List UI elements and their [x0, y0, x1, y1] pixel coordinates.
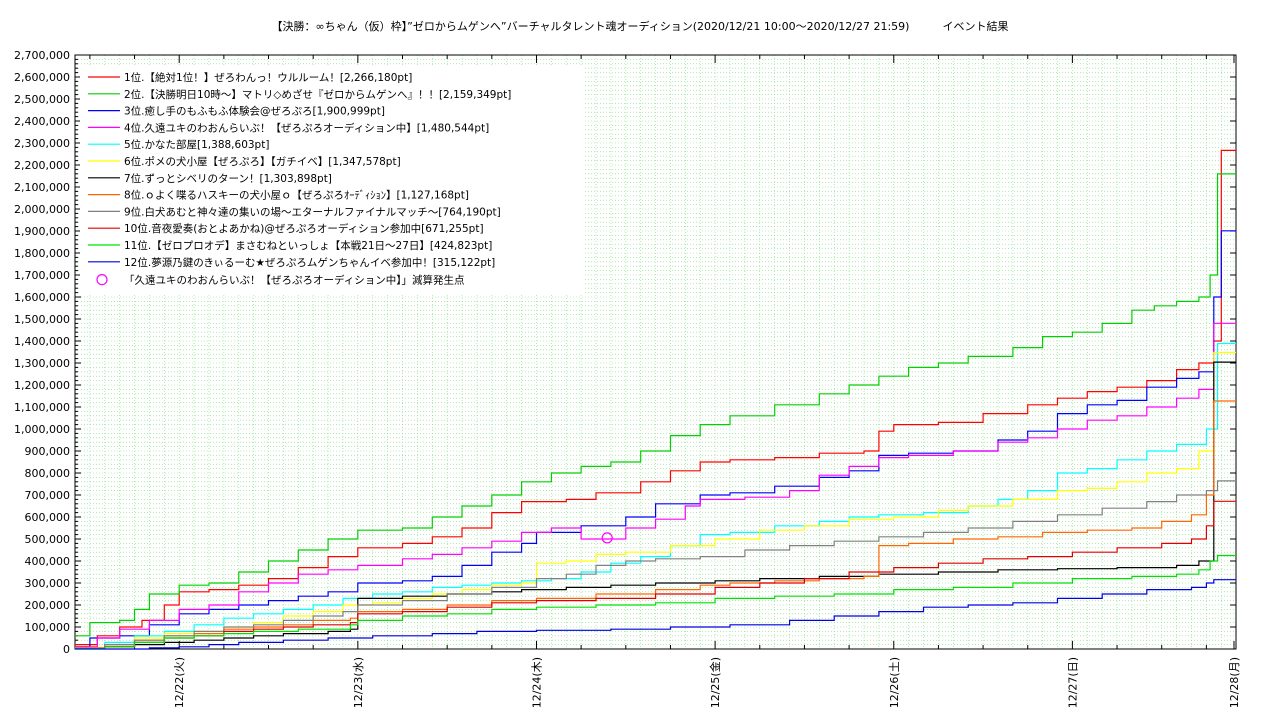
legend-annotation-entry: 「久遠ユキのわおんらいぶ！【ぜろぷろオーディション中】」減算発生点 [124, 274, 465, 287]
series-line-5 [75, 342, 1236, 649]
y-tick-label: 1,500,000 [14, 313, 70, 326]
legend-entry: 9位.白犬あむと神々達の集いの場〜エターナルファイナルマッチ〜[764,190p… [124, 205, 501, 218]
legend-entry: 7位.ずっとシベリのターン！[1,303,898pt] [124, 172, 332, 185]
y-tick-label: 1,400,000 [14, 335, 70, 348]
y-tick-label: 400,000 [25, 555, 71, 568]
y-tick-label: 800,000 [25, 467, 71, 480]
series-line-1 [75, 149, 1236, 646]
y-tick-label: 0 [63, 643, 70, 656]
series-lines [75, 149, 1236, 650]
legend-entry: 10位.音夜愛奏(おとよあかね)@ぜろぷろオーディション参加中[671,255p… [124, 222, 484, 235]
y-tick-label: 1,300,000 [14, 357, 70, 370]
y-tick-label: 600,000 [25, 511, 71, 524]
y-tick-label: 1,700,000 [14, 269, 70, 282]
y-tick-label: 2,600,000 [14, 71, 70, 84]
y-tick-label: 900,000 [25, 445, 71, 458]
legend-entry: 6位.ポメの犬小屋【ぜろぷろ】【ガチイベ】[1,347,578pt] [124, 155, 401, 168]
y-tick-label: 2,200,000 [14, 159, 70, 172]
x-tick-label: 12/27(日) [1066, 657, 1079, 708]
y-tick-label: 1,100,000 [14, 401, 70, 414]
series-line-12 [75, 579, 1236, 650]
series-line-2 [75, 173, 1236, 637]
series-line-9 [75, 480, 1236, 650]
legend: 1位.【絶対1位！】ぜろわんっ！ウルルーム！[2,266,180pt] 2位.【決… [80, 65, 585, 293]
y-tick-label: 2,300,000 [14, 137, 70, 150]
series-line-11 [75, 554, 1236, 650]
y-tick-label: 1,800,000 [14, 247, 70, 260]
y-tick-label: 2,500,000 [14, 93, 70, 106]
y-tick-label: 2,000,000 [14, 203, 70, 216]
legend-entry: 2位.【決勝明日10時〜】マトリ◇めざせ『ゼロからムゲンへ』！！[2,159,3… [124, 88, 511, 101]
y-tick-label: 500,000 [25, 533, 71, 546]
legend-entry: 3位.癒し手のもふもふ体験会@ぜろぷろ[1,900,999pt] [124, 105, 385, 118]
x-tick-label: 12/22(火) [173, 657, 186, 708]
legend-entry: 5位.かなた部屋[1,388,603pt] [124, 138, 269, 151]
legend-background [80, 65, 585, 293]
chart-title: 【決勝：∞ちゃん（仮）枠】”ゼロからムゲンへ”バーチャルタレント魂オーディション… [271, 20, 1009, 33]
y-tick-label: 1,600,000 [14, 291, 70, 304]
series-line-3 [75, 230, 1236, 648]
y-tick-label: 300,000 [25, 577, 71, 590]
y-tick-label: 1,000,000 [14, 423, 70, 436]
x-tick-label: 12/28(月) [1228, 657, 1241, 708]
series-line-7 [75, 361, 1236, 650]
x-tick-label: 12/24(木) [530, 657, 543, 708]
annotation-marker [601, 532, 613, 544]
legend-entry: 4位.久遠ユキのわおんらいぶ！【ぜろぷろオーディション中】[1,480,544p… [124, 121, 489, 134]
y-tick-label: 200,000 [25, 599, 71, 612]
series-line-10 [75, 500, 1236, 650]
legend-entry: 1位.【絶対1位！】ぜろわんっ！ウルルーム！[2,266,180pt] [124, 71, 412, 84]
series-line-6 [75, 351, 1236, 649]
x-tick-label: 12/26(土) [888, 657, 901, 708]
y-tick-label: 700,000 [25, 489, 71, 502]
legend-marker [96, 274, 108, 286]
x-tick-label: 12/25(金) [708, 657, 722, 708]
legend-entry: 11位.【ゼロプロオデ】まさむねといっしょ【本戦21日〜27日】[424,823… [124, 239, 492, 252]
y-tick-label: 2,700,000 [14, 49, 70, 62]
axes: 0 100,000 200,000 300,000 400,000 500,000 600,… [14, 49, 1241, 708]
legend-entry: 8位.ｏよく喋るハスキーの犬小屋ｏ【ぜろぷろｵｰﾃﾞｨｼｮﾝ】[1,127,16… [124, 189, 469, 202]
y-tick-label: 1,200,000 [14, 379, 70, 392]
y-tick-label: 2,100,000 [14, 181, 70, 194]
x-tick-label: 12/23(水) [352, 657, 365, 708]
y-tick-label: 100,000 [25, 621, 71, 634]
annotations [601, 532, 613, 544]
series-line-8 [75, 400, 1236, 649]
y-tick-label: 2,400,000 [14, 115, 70, 128]
y-tick-label: 1,900,000 [14, 225, 70, 238]
legend-entry: 12位.夢源乃鍵のきぃるーむ★ぜろぷろムゲンちゃんイベ参加中！[315,122p… [124, 256, 495, 269]
series-line-4 [75, 322, 1236, 648]
